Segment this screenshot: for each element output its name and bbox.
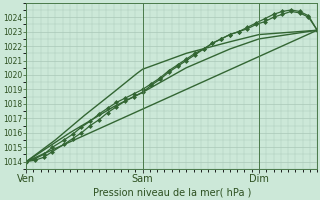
X-axis label: Pression niveau de la mer( hPa ): Pression niveau de la mer( hPa )	[92, 187, 251, 197]
